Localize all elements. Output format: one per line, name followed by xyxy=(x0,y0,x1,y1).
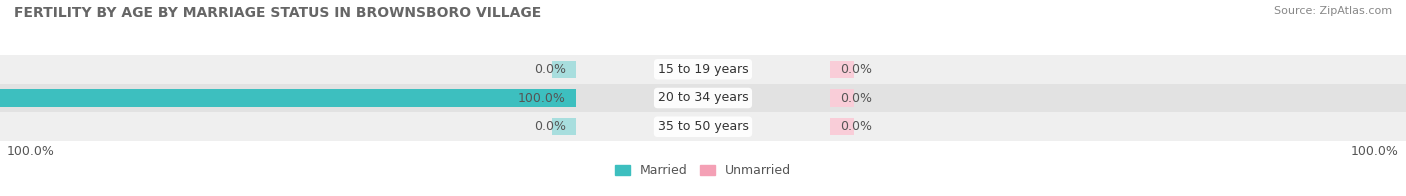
Text: 0.0%: 0.0% xyxy=(841,92,872,104)
Text: 15 to 19 years: 15 to 19 years xyxy=(658,63,748,76)
Bar xyxy=(0,112,1406,141)
Text: 35 to 50 years: 35 to 50 years xyxy=(658,120,748,133)
Bar xyxy=(0,55,1406,84)
Bar xyxy=(830,89,855,107)
Text: 0.0%: 0.0% xyxy=(534,63,565,76)
Bar xyxy=(830,118,855,135)
Text: Source: ZipAtlas.com: Source: ZipAtlas.com xyxy=(1274,6,1392,16)
Bar xyxy=(830,61,855,78)
Bar xyxy=(0,84,1406,112)
Text: 0.0%: 0.0% xyxy=(841,120,872,133)
Text: 100.0%: 100.0% xyxy=(1351,145,1399,158)
Bar xyxy=(0,89,576,107)
Text: 0.0%: 0.0% xyxy=(841,63,872,76)
Legend: Married, Unmarried: Married, Unmarried xyxy=(610,159,796,182)
Bar xyxy=(551,61,576,78)
Text: 100.0%: 100.0% xyxy=(7,145,55,158)
Text: 100.0%: 100.0% xyxy=(517,92,565,104)
Text: 20 to 34 years: 20 to 34 years xyxy=(658,92,748,104)
Text: FERTILITY BY AGE BY MARRIAGE STATUS IN BROWNSBORO VILLAGE: FERTILITY BY AGE BY MARRIAGE STATUS IN B… xyxy=(14,6,541,20)
Bar xyxy=(551,118,576,135)
Text: 0.0%: 0.0% xyxy=(534,120,565,133)
